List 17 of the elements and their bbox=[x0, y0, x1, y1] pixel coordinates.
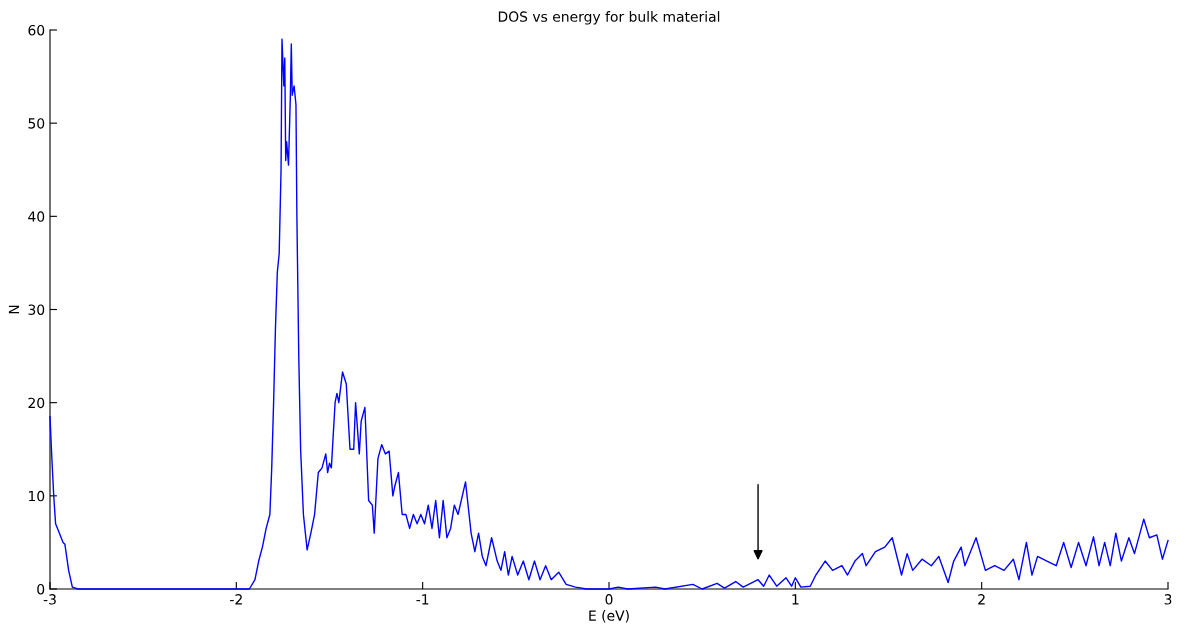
y-tick-label: 50 bbox=[28, 118, 45, 129]
x-axis-title: E (eV) bbox=[589, 610, 629, 623]
y-tick-label: 30 bbox=[28, 304, 45, 315]
x-tick-label: 2 bbox=[978, 594, 985, 605]
y-tick-label: 40 bbox=[28, 211, 45, 222]
x-tick-label: -3 bbox=[43, 594, 56, 605]
chart-title: DOS vs energy for bulk material bbox=[498, 11, 720, 25]
x-tick-label: 0 bbox=[605, 594, 613, 605]
x-tick-label: 1 bbox=[792, 594, 799, 605]
y-axis-title: N bbox=[8, 305, 20, 314]
x-tick-label: -2 bbox=[230, 594, 242, 605]
y-tick-label: 10 bbox=[28, 490, 45, 502]
x-tick-label: -1 bbox=[416, 594, 429, 605]
y-tick-label: 20 bbox=[28, 397, 45, 409]
y-tick-label: 60 bbox=[28, 24, 45, 36]
y-tick-label: 0 bbox=[37, 583, 45, 595]
x-tick-label: 3 bbox=[1164, 594, 1172, 605]
